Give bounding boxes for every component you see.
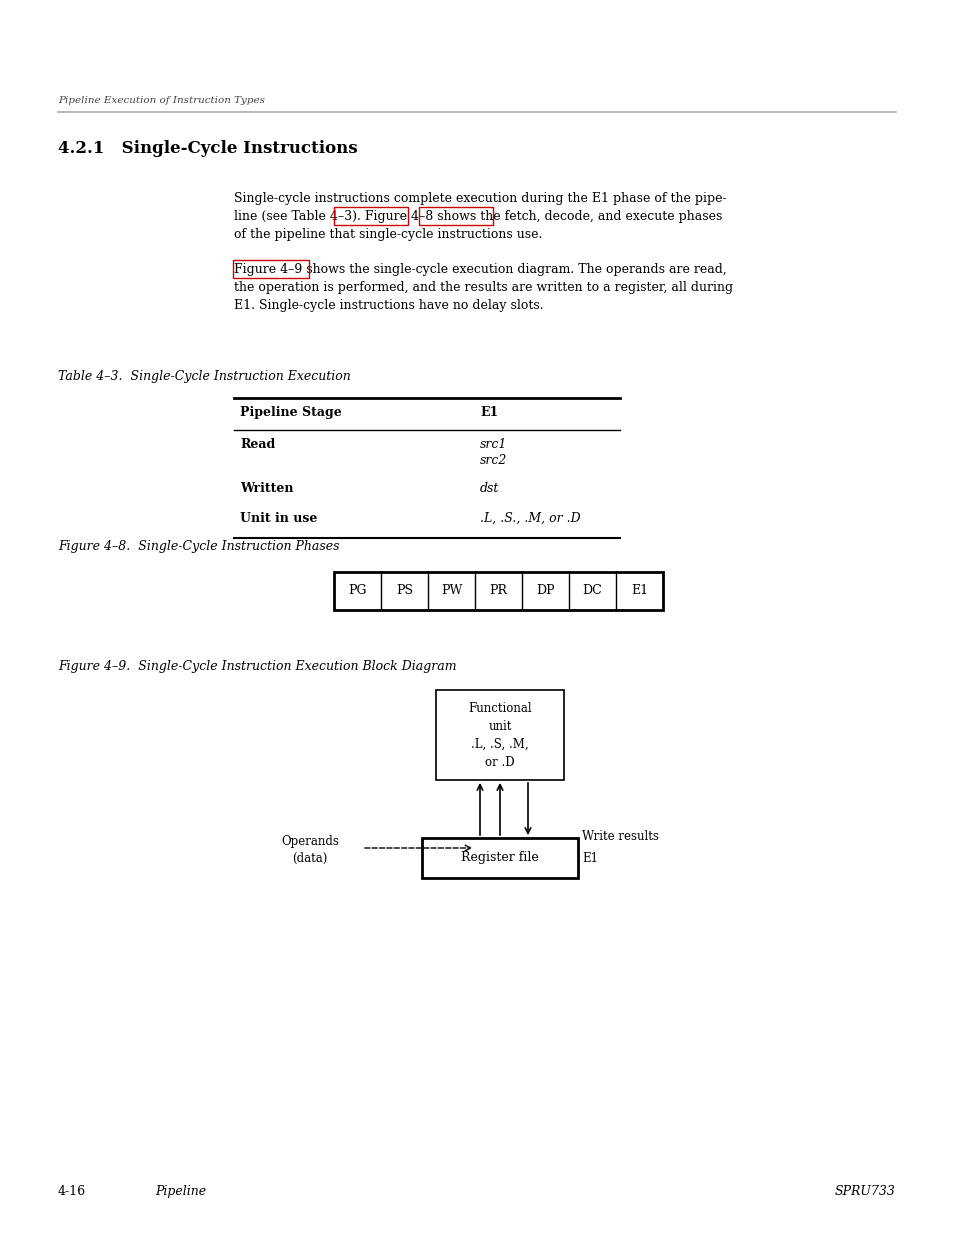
Text: of the pipeline that single-cycle instructions use.: of the pipeline that single-cycle instru…	[233, 228, 542, 241]
Text: E1: E1	[581, 852, 598, 864]
Text: (data): (data)	[292, 851, 327, 864]
Text: Write results: Write results	[581, 830, 659, 844]
Text: Table 4–3.  Single-Cycle Instruction Execution: Table 4–3. Single-Cycle Instruction Exec…	[58, 370, 351, 383]
Text: or .D: or .D	[485, 756, 515, 769]
Text: dst: dst	[479, 482, 498, 495]
Text: Pipeline: Pipeline	[154, 1186, 206, 1198]
Text: unit: unit	[488, 720, 511, 734]
Text: DP: DP	[536, 584, 555, 598]
Text: E1. Single-cycle instructions have no delay slots.: E1. Single-cycle instructions have no de…	[233, 299, 543, 312]
Text: src1: src1	[479, 438, 507, 451]
Text: Figure 4–8.  Single-Cycle Instruction Phases: Figure 4–8. Single-Cycle Instruction Pha…	[58, 540, 339, 553]
Text: Single-cycle instructions complete execution during the E1 phase of the pipe-: Single-cycle instructions complete execu…	[233, 191, 726, 205]
Text: PW: PW	[440, 584, 461, 598]
Text: DC: DC	[582, 584, 601, 598]
Text: Figure 4–9 shows the single-cycle execution diagram. The operands are read,: Figure 4–9 shows the single-cycle execut…	[233, 263, 726, 275]
Text: Functional: Functional	[468, 701, 531, 715]
Text: .L, .S., .M, or .D: .L, .S., .M, or .D	[479, 513, 580, 525]
Text: SPRU733: SPRU733	[834, 1186, 895, 1198]
Text: Pipeline Execution of Instruction Types: Pipeline Execution of Instruction Types	[58, 96, 265, 105]
Text: Written: Written	[240, 482, 294, 495]
Bar	[421, 839, 578, 878]
Text: src2: src2	[479, 454, 507, 467]
Text: the operation is performed, and the results are written to a register, all durin: the operation is performed, and the resu…	[233, 282, 732, 294]
Text: Unit in use: Unit in use	[240, 513, 317, 525]
Text: PR: PR	[489, 584, 507, 598]
Text: line (see Table 4–3). Figure 4–8 shows the fetch, decode, and execute phases: line (see Table 4–3). Figure 4–8 shows t…	[233, 210, 721, 224]
Text: E1: E1	[630, 584, 647, 598]
Text: Register file: Register file	[460, 851, 538, 864]
Text: 4-16: 4-16	[58, 1186, 86, 1198]
Bar	[436, 690, 563, 781]
Text: 4.2.1   Single-Cycle Instructions: 4.2.1 Single-Cycle Instructions	[58, 140, 357, 157]
Text: PS: PS	[395, 584, 413, 598]
Text: Figure 4–9.  Single-Cycle Instruction Execution Block Diagram: Figure 4–9. Single-Cycle Instruction Exe…	[58, 659, 456, 673]
Text: E1: E1	[479, 406, 497, 419]
Text: Pipeline Stage: Pipeline Stage	[240, 406, 341, 419]
Text: Read: Read	[240, 438, 275, 451]
Bar	[334, 572, 662, 610]
Text: Operands: Operands	[281, 836, 338, 848]
Text: PG: PG	[348, 584, 366, 598]
Text: .L, .S, .M,: .L, .S, .M,	[471, 739, 528, 751]
